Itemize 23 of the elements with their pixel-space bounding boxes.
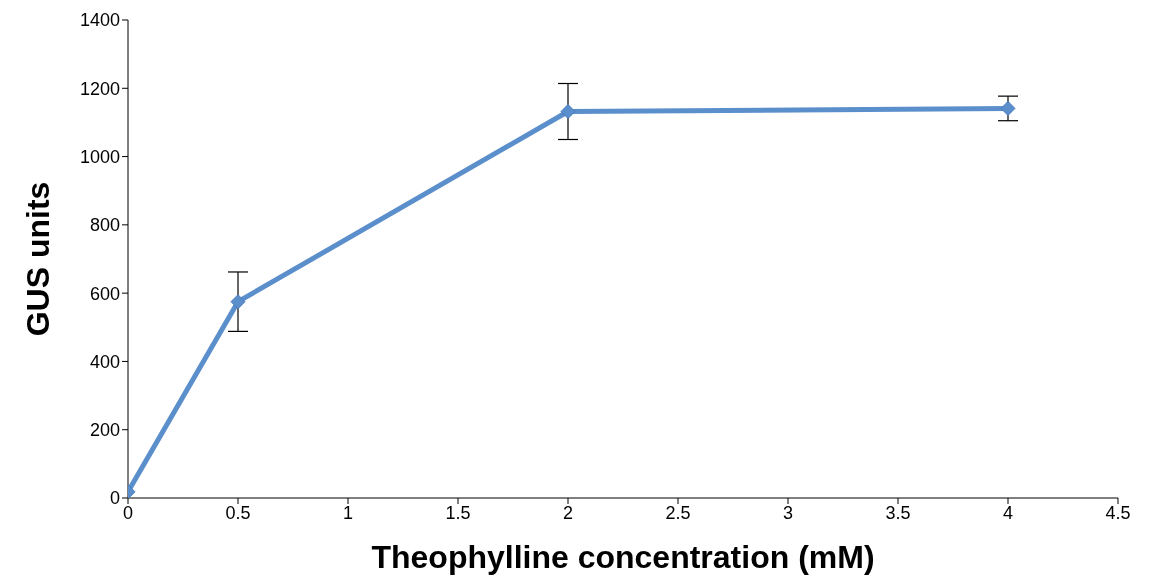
x-tick-label: 3 (782, 502, 794, 523)
x-tick-label: 0.5 (225, 502, 251, 523)
point (1000, 100, 1016, 116)
y-tick-label: 1200 (79, 78, 120, 99)
y-tick-label: 1400 (79, 10, 120, 31)
point (560, 104, 576, 119)
x-tick-label: 1 (342, 502, 354, 523)
y-tick-label: 200 (89, 420, 120, 441)
x-axis-title: Theophylline concentration (mM) (371, 539, 875, 575)
y-tick-label: 400 (89, 351, 120, 372)
x-tick-label: 4 (1002, 502, 1014, 523)
x-tick-label: 3.5 (885, 502, 911, 523)
y-tick-label: 1000 (79, 146, 120, 167)
y-tick-label: 600 (89, 283, 120, 304)
y-axis-title: GUS units (20, 181, 57, 337)
x-tick-label: 2.5 (665, 502, 691, 523)
point (230, 294, 246, 310)
x-tick-label: 4.5 (1105, 502, 1131, 523)
y-tick-label: 0 (109, 488, 120, 509)
x-tick-label: 1.5 (445, 502, 471, 523)
y-tick-label: 800 (89, 215, 120, 236)
x-tick-label: 0 (122, 502, 134, 523)
x-tick-label: 2 (562, 502, 574, 523)
